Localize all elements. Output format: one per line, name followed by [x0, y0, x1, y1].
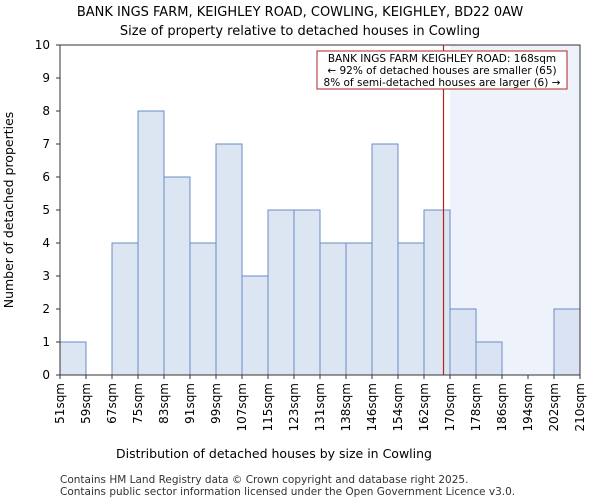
x-tick-label: 154sqm [391, 383, 405, 431]
x-tick-label: 59sqm [79, 383, 93, 424]
bars [59, 110, 581, 376]
bar-107sqm [241, 275, 269, 376]
bar-83sqm [163, 176, 191, 376]
x-tick-label: 186sqm [495, 383, 509, 431]
bar-162sqm [423, 209, 451, 376]
bar-138sqm [345, 242, 373, 376]
bar-131sqm [319, 242, 347, 376]
x-tick-label: 131sqm [313, 383, 327, 431]
y-tick-label: 4 [42, 236, 50, 250]
y-tick-label: 7 [42, 137, 50, 151]
y-tick-label: 5 [42, 203, 50, 217]
chart-title: BANK INGS FARM, KEIGHLEY ROAD, COWLING, … [77, 5, 524, 20]
bar-67sqm [111, 242, 139, 376]
footer-line-2: Contains public sector information licen… [60, 486, 515, 498]
y-tick-label: 3 [42, 269, 50, 283]
footer-line-1: Contains HM Land Registry data © Crown c… [60, 474, 468, 486]
bar-99sqm [215, 143, 243, 376]
x-tick-label: 123sqm [287, 383, 301, 431]
x-tick-label: 75sqm [131, 383, 145, 424]
x-tick-label: 170sqm [443, 383, 457, 431]
bar-51sqm [59, 341, 87, 376]
bar-75sqm [137, 110, 165, 376]
y-tick-label: 8 [42, 104, 50, 118]
x-tick-label: 202sqm [547, 383, 561, 431]
bar-115sqm [267, 209, 295, 376]
chart-subtitle: Size of property relative to detached ho… [120, 24, 480, 39]
x-tick-label: 67sqm [105, 383, 119, 424]
bar-91sqm [189, 242, 217, 376]
plot-frame [59, 44, 581, 376]
y-tick-label: 6 [42, 170, 50, 184]
x-tick-label: 210sqm [573, 383, 587, 431]
y-axis-label: Number of detached properties [1, 112, 16, 309]
bar-178sqm [475, 341, 503, 376]
x-axis-label: Distribution of detached houses by size … [116, 446, 432, 461]
y-axis-ticks: 0 1 2 3 4 5 6 7 8 9 10 [35, 38, 60, 382]
x-tick-label: 107sqm [235, 383, 249, 431]
x-tick-label: 83sqm [157, 383, 171, 424]
x-tick-label: 91sqm [183, 383, 197, 424]
bar-170sqm [449, 308, 477, 376]
annotation-frame [316, 50, 568, 90]
bar-202sqm [553, 308, 581, 376]
x-tick-label: 146sqm [365, 383, 379, 431]
x-tick-label: 99sqm [209, 383, 223, 424]
y-tick-label: 10 [35, 38, 50, 52]
bar-154sqm [397, 242, 425, 376]
y-tick-label: 9 [42, 71, 50, 85]
x-tick-label: 115sqm [261, 383, 275, 431]
bar-146sqm [371, 143, 399, 376]
y-tick-label: 0 [42, 368, 50, 382]
annotation-line-1: BANK INGS FARM KEIGHLEY ROAD: 168sqm [328, 53, 556, 65]
x-tick-label: 178sqm [469, 383, 483, 431]
annotation-line-3: 8% of semi-detached houses are larger (6… [324, 77, 561, 89]
y-tick-label: 2 [42, 302, 50, 316]
bar-123sqm [293, 209, 321, 376]
x-tick-label: 138sqm [339, 383, 353, 431]
x-tick-label: 162sqm [417, 383, 431, 431]
y-tick-label: 1 [42, 335, 50, 349]
x-axis-ticks: 51sqm 59sqm 67sqm 75sqm 83sqm 91sqm 99sqm 107sq… [53, 375, 587, 431]
x-tick-label: 51sqm [53, 383, 67, 424]
x-tick-label: 194sqm [521, 383, 535, 431]
annotation-box: BANK INGS FARM KEIGHLEY ROAD: 168sqm ← 9… [316, 50, 568, 90]
annotation-line-2: ← 92% of detached houses are smaller (65… [327, 65, 556, 77]
